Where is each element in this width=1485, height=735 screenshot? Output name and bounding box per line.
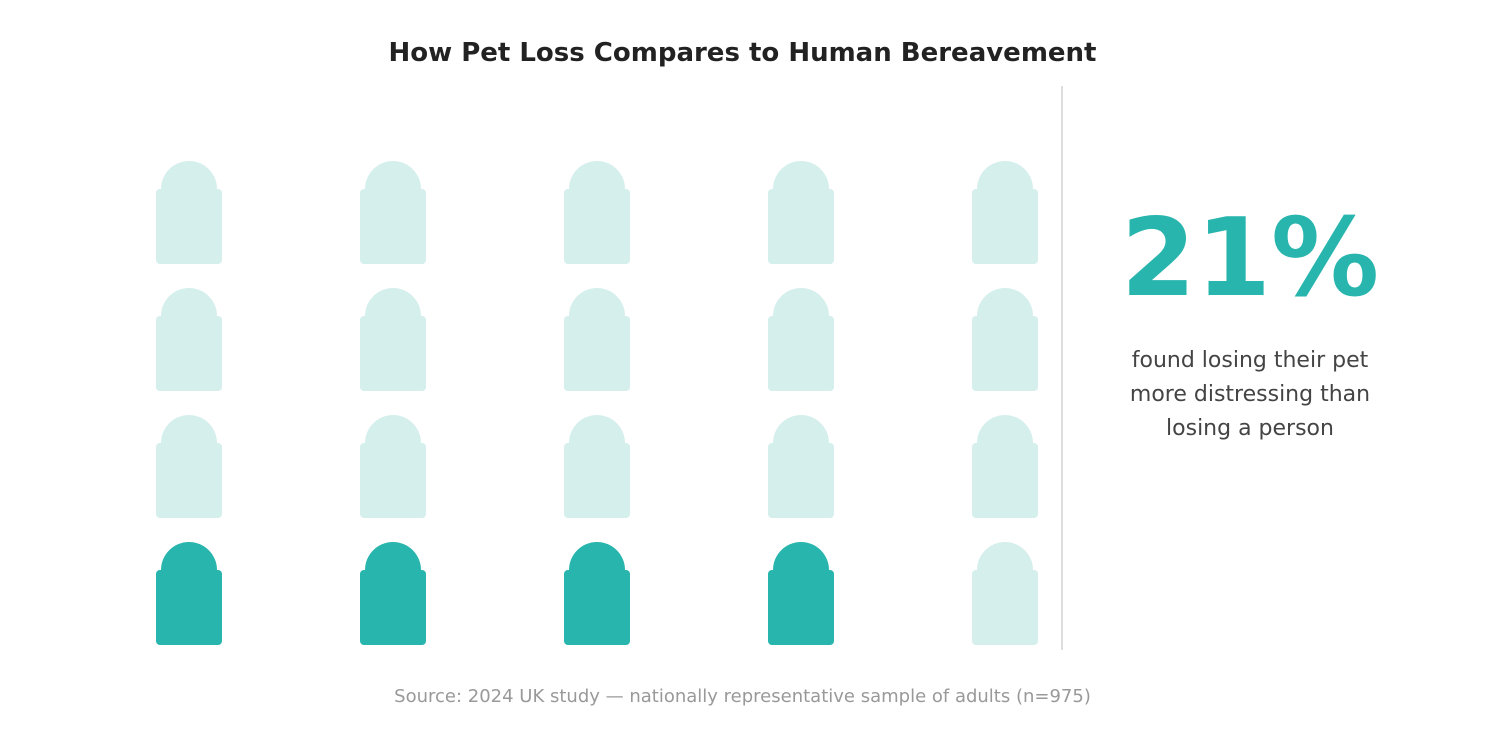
tombstone-icon	[156, 288, 222, 391]
tombstone-icon	[972, 415, 1038, 518]
percentage-callout: 21%	[1120, 196, 1380, 321]
tombstone-icon	[768, 288, 834, 391]
caption-line: more distressing than	[1129, 382, 1371, 407]
caption-line: losing a person	[1166, 416, 1334, 441]
tombstone-icon	[564, 161, 630, 264]
tombstone-icon	[768, 161, 834, 264]
caption-line: found losing their pet	[1131, 348, 1369, 373]
divider	[1061, 86, 1063, 650]
tombstone-icon	[972, 542, 1038, 645]
tombstone-icon	[768, 415, 834, 518]
tombstone-icon	[360, 288, 426, 391]
tombstone-icon	[360, 161, 426, 264]
tombstone-icon	[360, 415, 426, 518]
tombstone-icon	[972, 288, 1038, 391]
callout-caption: found losing their pet more distressing …	[1100, 344, 1400, 446]
chart-title: How Pet Loss Compares to Human Bereaveme…	[388, 38, 1097, 68]
tombstone-icon	[972, 161, 1038, 264]
tombstone-icon	[564, 415, 630, 518]
tombstone-icon-highlighted	[564, 542, 630, 645]
tombstone-icon-highlighted	[360, 542, 426, 645]
tombstone-icon	[156, 161, 222, 264]
tombstone-icon-highlighted	[156, 542, 222, 645]
tombstone-icon-highlighted	[768, 542, 834, 645]
tombstone-icon	[564, 288, 630, 391]
tombstone-icon	[156, 415, 222, 518]
source-note: Source: 2024 UK study — nationally repre…	[394, 686, 1091, 707]
